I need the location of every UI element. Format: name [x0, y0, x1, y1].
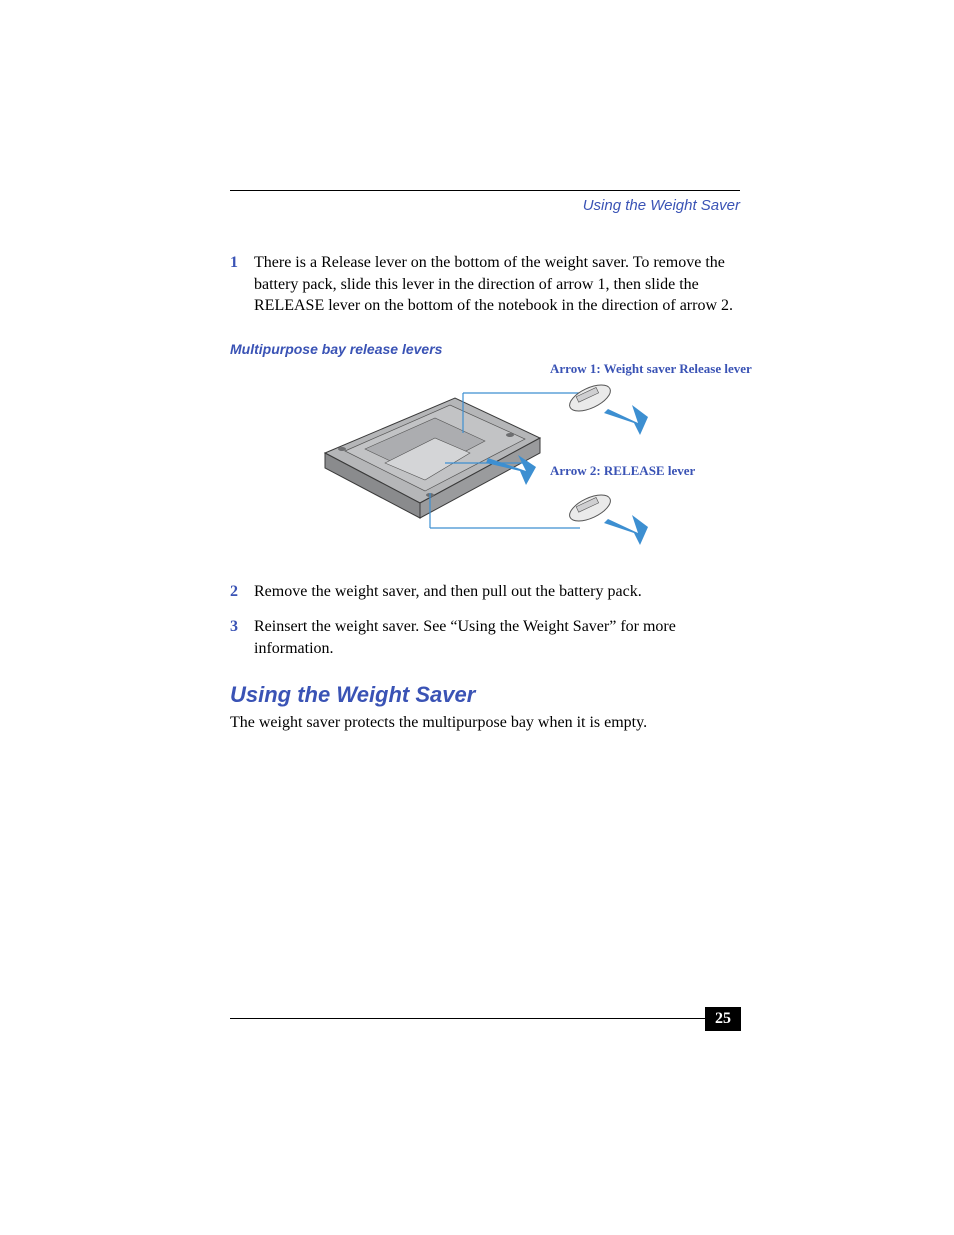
step-number: 1 [230, 252, 254, 317]
inset-lever-2-icon [566, 489, 648, 544]
step-text: Remove the weight saver, and then pull o… [254, 581, 740, 603]
step-2: 2 Remove the weight saver, and then pull… [230, 581, 740, 603]
inset-lever-1-icon [566, 379, 648, 434]
laptop-body-icon [325, 398, 540, 518]
step-number: 2 [230, 581, 254, 603]
callout-arrow-2: Arrow 2: RELEASE lever [550, 463, 695, 479]
running-header: Using the Weight Saver [230, 197, 740, 214]
section-paragraph: The weight saver protects the multipurpo… [230, 712, 740, 734]
step-text: Reinsert the weight saver. See “Using th… [254, 616, 740, 659]
step-3: 3 Reinsert the weight saver. See “Using … [230, 616, 740, 659]
callout-arrow-1: Arrow 1: Weight saver Release lever [550, 361, 752, 377]
page-content: Using the Weight Saver 1 There is a Rele… [230, 190, 740, 733]
step-number: 3 [230, 616, 254, 659]
section-title: Using the Weight Saver [230, 682, 740, 708]
page-number: 25 [705, 1007, 741, 1031]
bottom-rule [230, 1018, 740, 1019]
step-1: 1 There is a Release lever on the bottom… [230, 252, 740, 317]
top-rule [230, 190, 740, 191]
diagram-svg [230, 363, 730, 553]
figure-diagram: Arrow 1: Weight saver Release lever Arro… [230, 363, 730, 553]
step-text: There is a Release lever on the bottom o… [254, 252, 740, 317]
figure-caption: Multipurpose bay release levers [230, 341, 740, 357]
